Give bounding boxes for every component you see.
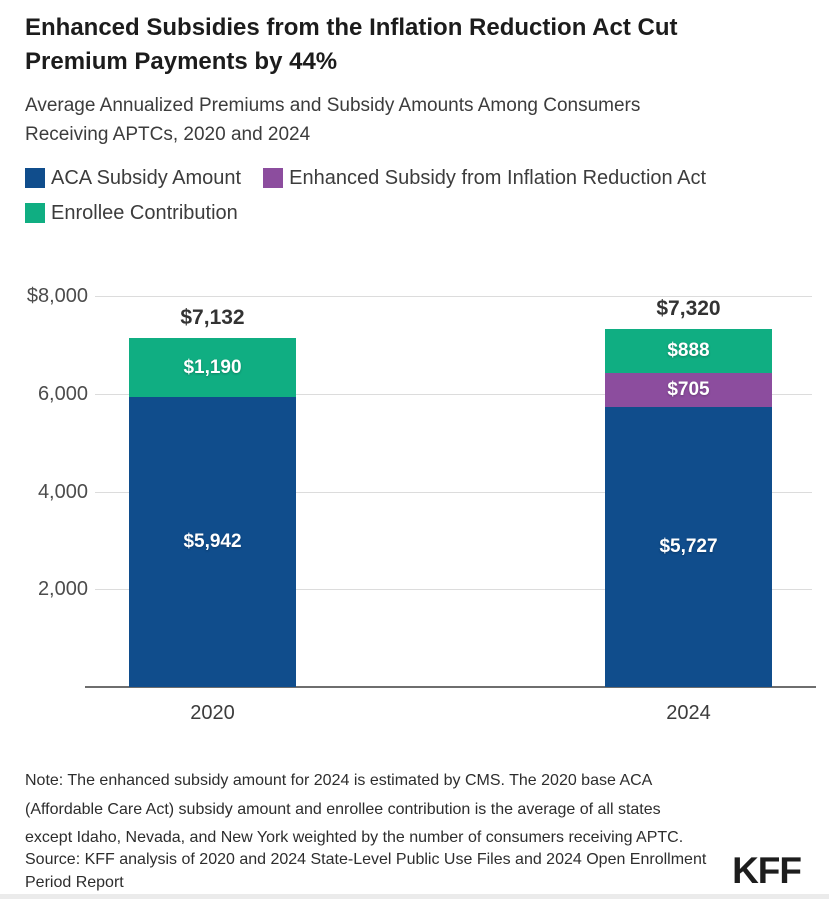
legend-swatch-purple-icon [263,168,284,188]
legend-label: Enrollee Contribution [51,202,238,224]
bar-segment-value-label: $5,942 [183,530,242,552]
bar-segment-value-label: $5,727 [659,536,718,558]
note-line-2: (Affordable Care Act) subsidy amount and… [25,800,661,818]
y-axis-tick-label: 2,000 [37,578,88,601]
chart-subtitle: Average Annualized Premiums and Subsidy … [25,91,809,149]
source-line-1: Source: KFF analysis of 2020 and 2024 St… [25,851,707,868]
chart-note: Note: The enhanced subsidy amount for 20… [25,767,809,853]
bar-segment-2024-aca-subsidy: $5,727 [605,407,772,687]
page-title-line-1: Enhanced Subsidies from the Inflation Re… [25,14,678,41]
y-axis-tick-label: 6,000 [37,382,88,405]
x-axis-label-2020: 2020 [190,702,235,724]
legend-item-enrollee-contribution: Enrollee Contribution [25,201,238,225]
gridline-8000 [95,296,812,297]
bar-segment-2024-enhanced-subsidy: $705 [605,372,772,408]
page-title: Enhanced Subsidies from the Inflation Re… [25,11,809,79]
legend-label: Enhanced Subsidy from Inflation Reductio… [289,167,707,189]
legend-item-enhanced-subsidy: Enhanced Subsidy from Inflation Reductio… [263,166,706,190]
legend-label: ACA Subsidy Amount [51,167,242,189]
note-line-1: Note: The enhanced subsidy amount for 20… [25,772,653,789]
bar-total-label-2024: $7,320 [656,297,721,321]
legend-swatch-green-icon [25,203,45,223]
chart-source: Source: KFF analysis of 2020 and 2024 St… [25,848,725,894]
bar-segment-2020-enrollee-contribution: $1,190 [129,338,296,397]
y-axis-tick-label: 4,000 [37,480,88,503]
chart-legend: ACA Subsidy Amount Enhanced Subsidy from… [25,166,815,225]
source-line-2: Period Report [25,874,124,891]
y-axis-tick-label: $8,000 [26,285,88,307]
note-line-3: except Idaho, Nevada, and New York weigh… [25,829,684,846]
page-title-line-2: Premium Payments by 44% [25,48,338,75]
bar-segment-2020-aca-subsidy: $5,942 [129,396,296,687]
stacked-bar-chart: $8,000 6,000 4,000 2,000 $5,942 $1,190 $7,132 2… [0,285,829,746]
bar-segment-value-label: $1,190 [183,356,242,378]
gridline-2000 [95,589,812,591]
bar-segment-value-label: $888 [667,339,710,361]
bar-segment-2024-enrollee-contribution: $888 [605,329,772,373]
x-axis-label-2024: 2024 [666,702,711,724]
gridline-6000 [95,393,812,395]
x-axis-line [85,686,816,688]
legend-swatch-blue-icon [25,168,45,188]
legend-item-aca-subsidy: ACA Subsidy Amount [25,166,241,190]
kff-logo: KFF [732,850,802,891]
chart-subtitle-line-2: Receiving APTCs, 2020 and 2024 [25,124,311,145]
gridline-4000 [95,491,812,493]
bar-segment-value-label: $705 [667,378,710,400]
bar-total-label-2020: $7,132 [180,306,245,330]
chart-subtitle-line-1: Average Annualized Premiums and Subsidy … [25,95,641,116]
